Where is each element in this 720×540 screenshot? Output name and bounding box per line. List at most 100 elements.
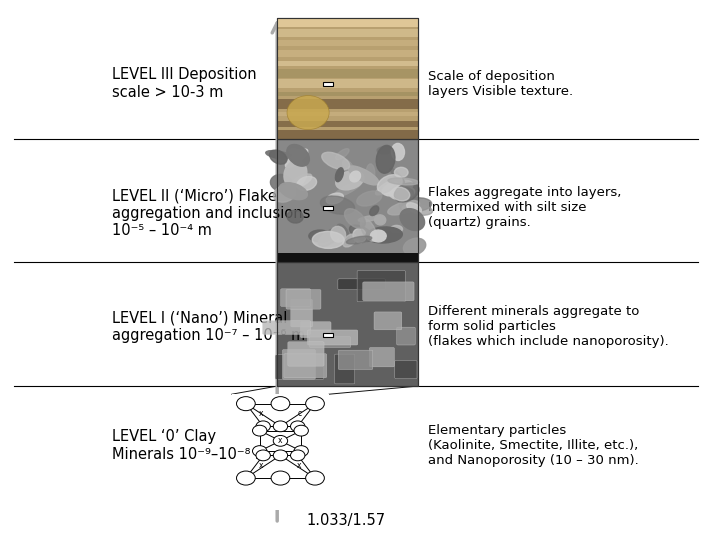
FancyBboxPatch shape (284, 354, 327, 377)
Ellipse shape (336, 168, 343, 181)
Circle shape (305, 471, 324, 485)
Ellipse shape (390, 225, 402, 233)
Bar (277, 18, 418, 139)
Circle shape (291, 421, 305, 432)
Ellipse shape (274, 185, 296, 202)
Ellipse shape (402, 204, 433, 215)
Ellipse shape (376, 179, 400, 195)
Ellipse shape (390, 168, 405, 184)
Ellipse shape (377, 175, 402, 194)
Bar (277, 122, 418, 127)
Ellipse shape (279, 183, 307, 200)
FancyBboxPatch shape (307, 330, 358, 345)
Bar (323, 333, 333, 337)
Text: x: x (259, 461, 264, 470)
Ellipse shape (388, 200, 420, 215)
Circle shape (274, 421, 288, 432)
Circle shape (236, 396, 256, 410)
Ellipse shape (348, 166, 379, 185)
Bar (277, 112, 418, 116)
Text: Scale of deposition
layers Visible texture.: Scale of deposition layers Visible textu… (428, 70, 574, 98)
Ellipse shape (266, 151, 292, 159)
Ellipse shape (390, 186, 415, 199)
Circle shape (256, 421, 270, 432)
Ellipse shape (336, 148, 349, 160)
Bar (277, 29, 418, 37)
Circle shape (253, 426, 267, 436)
Ellipse shape (289, 148, 307, 157)
Ellipse shape (400, 208, 425, 231)
Ellipse shape (312, 232, 344, 248)
Circle shape (253, 446, 267, 456)
Ellipse shape (297, 177, 317, 191)
Ellipse shape (407, 202, 421, 213)
Ellipse shape (356, 191, 382, 206)
FancyBboxPatch shape (335, 354, 355, 384)
Ellipse shape (344, 208, 365, 228)
Ellipse shape (292, 174, 312, 187)
FancyBboxPatch shape (275, 355, 324, 380)
Circle shape (236, 471, 256, 485)
FancyBboxPatch shape (288, 342, 324, 366)
Bar (232, 394, 329, 510)
Text: 1.033/1.57: 1.033/1.57 (306, 513, 385, 528)
FancyBboxPatch shape (357, 271, 405, 302)
Ellipse shape (374, 215, 386, 225)
Text: LEVEL II (‘Micro’) Flake
aggregation and inclusions
10⁻⁵ – 10⁻⁴ m: LEVEL II (‘Micro’) Flake aggregation and… (112, 188, 310, 238)
Text: x: x (297, 461, 302, 470)
Ellipse shape (395, 183, 419, 202)
Bar (277, 40, 418, 46)
FancyBboxPatch shape (374, 312, 402, 330)
Ellipse shape (336, 224, 349, 242)
FancyBboxPatch shape (338, 279, 385, 289)
Ellipse shape (395, 187, 414, 201)
Bar (277, 69, 418, 78)
Ellipse shape (318, 228, 340, 247)
Bar (277, 99, 418, 109)
Bar (277, 92, 418, 96)
Circle shape (274, 435, 288, 446)
Ellipse shape (377, 146, 393, 154)
Bar (277, 18, 418, 139)
Text: c: c (297, 409, 302, 418)
FancyBboxPatch shape (281, 289, 310, 307)
Ellipse shape (271, 174, 292, 191)
Bar (277, 130, 418, 139)
Circle shape (294, 426, 308, 436)
FancyBboxPatch shape (397, 327, 415, 345)
Circle shape (294, 446, 308, 456)
Ellipse shape (392, 187, 410, 201)
Circle shape (256, 450, 270, 461)
Bar (277, 139, 418, 262)
Ellipse shape (369, 206, 379, 215)
Ellipse shape (399, 198, 432, 212)
Ellipse shape (333, 181, 361, 198)
FancyBboxPatch shape (291, 299, 312, 327)
Ellipse shape (370, 230, 386, 242)
Circle shape (305, 396, 324, 410)
Bar (323, 82, 333, 86)
FancyBboxPatch shape (286, 289, 321, 309)
Text: LEVEL ‘0’ Clay
Minerals 10⁻⁹–10⁻⁸ m: LEVEL ‘0’ Clay Minerals 10⁻⁹–10⁻⁸ m (112, 429, 269, 462)
Bar (323, 206, 333, 210)
Ellipse shape (284, 160, 307, 188)
Bar (277, 79, 418, 88)
Ellipse shape (359, 215, 380, 221)
Bar (277, 139, 418, 262)
FancyBboxPatch shape (338, 350, 373, 369)
Bar (277, 50, 418, 57)
Ellipse shape (395, 167, 408, 178)
Ellipse shape (382, 180, 413, 196)
Text: Different minerals aggregate to
form solid particles
(flakes which include nanop: Different minerals aggregate to form sol… (428, 305, 669, 348)
Bar (277, 61, 418, 66)
Ellipse shape (343, 160, 356, 179)
Bar (277, 253, 418, 262)
Ellipse shape (269, 150, 287, 164)
Text: Flakes aggregate into layers,
Intermixed with silt size
(quartz) grains.: Flakes aggregate into layers, Intermixed… (428, 186, 622, 230)
FancyBboxPatch shape (300, 322, 331, 338)
Bar (277, 19, 418, 27)
Ellipse shape (353, 228, 366, 243)
FancyBboxPatch shape (395, 361, 417, 379)
Ellipse shape (366, 227, 402, 243)
Ellipse shape (287, 210, 303, 223)
